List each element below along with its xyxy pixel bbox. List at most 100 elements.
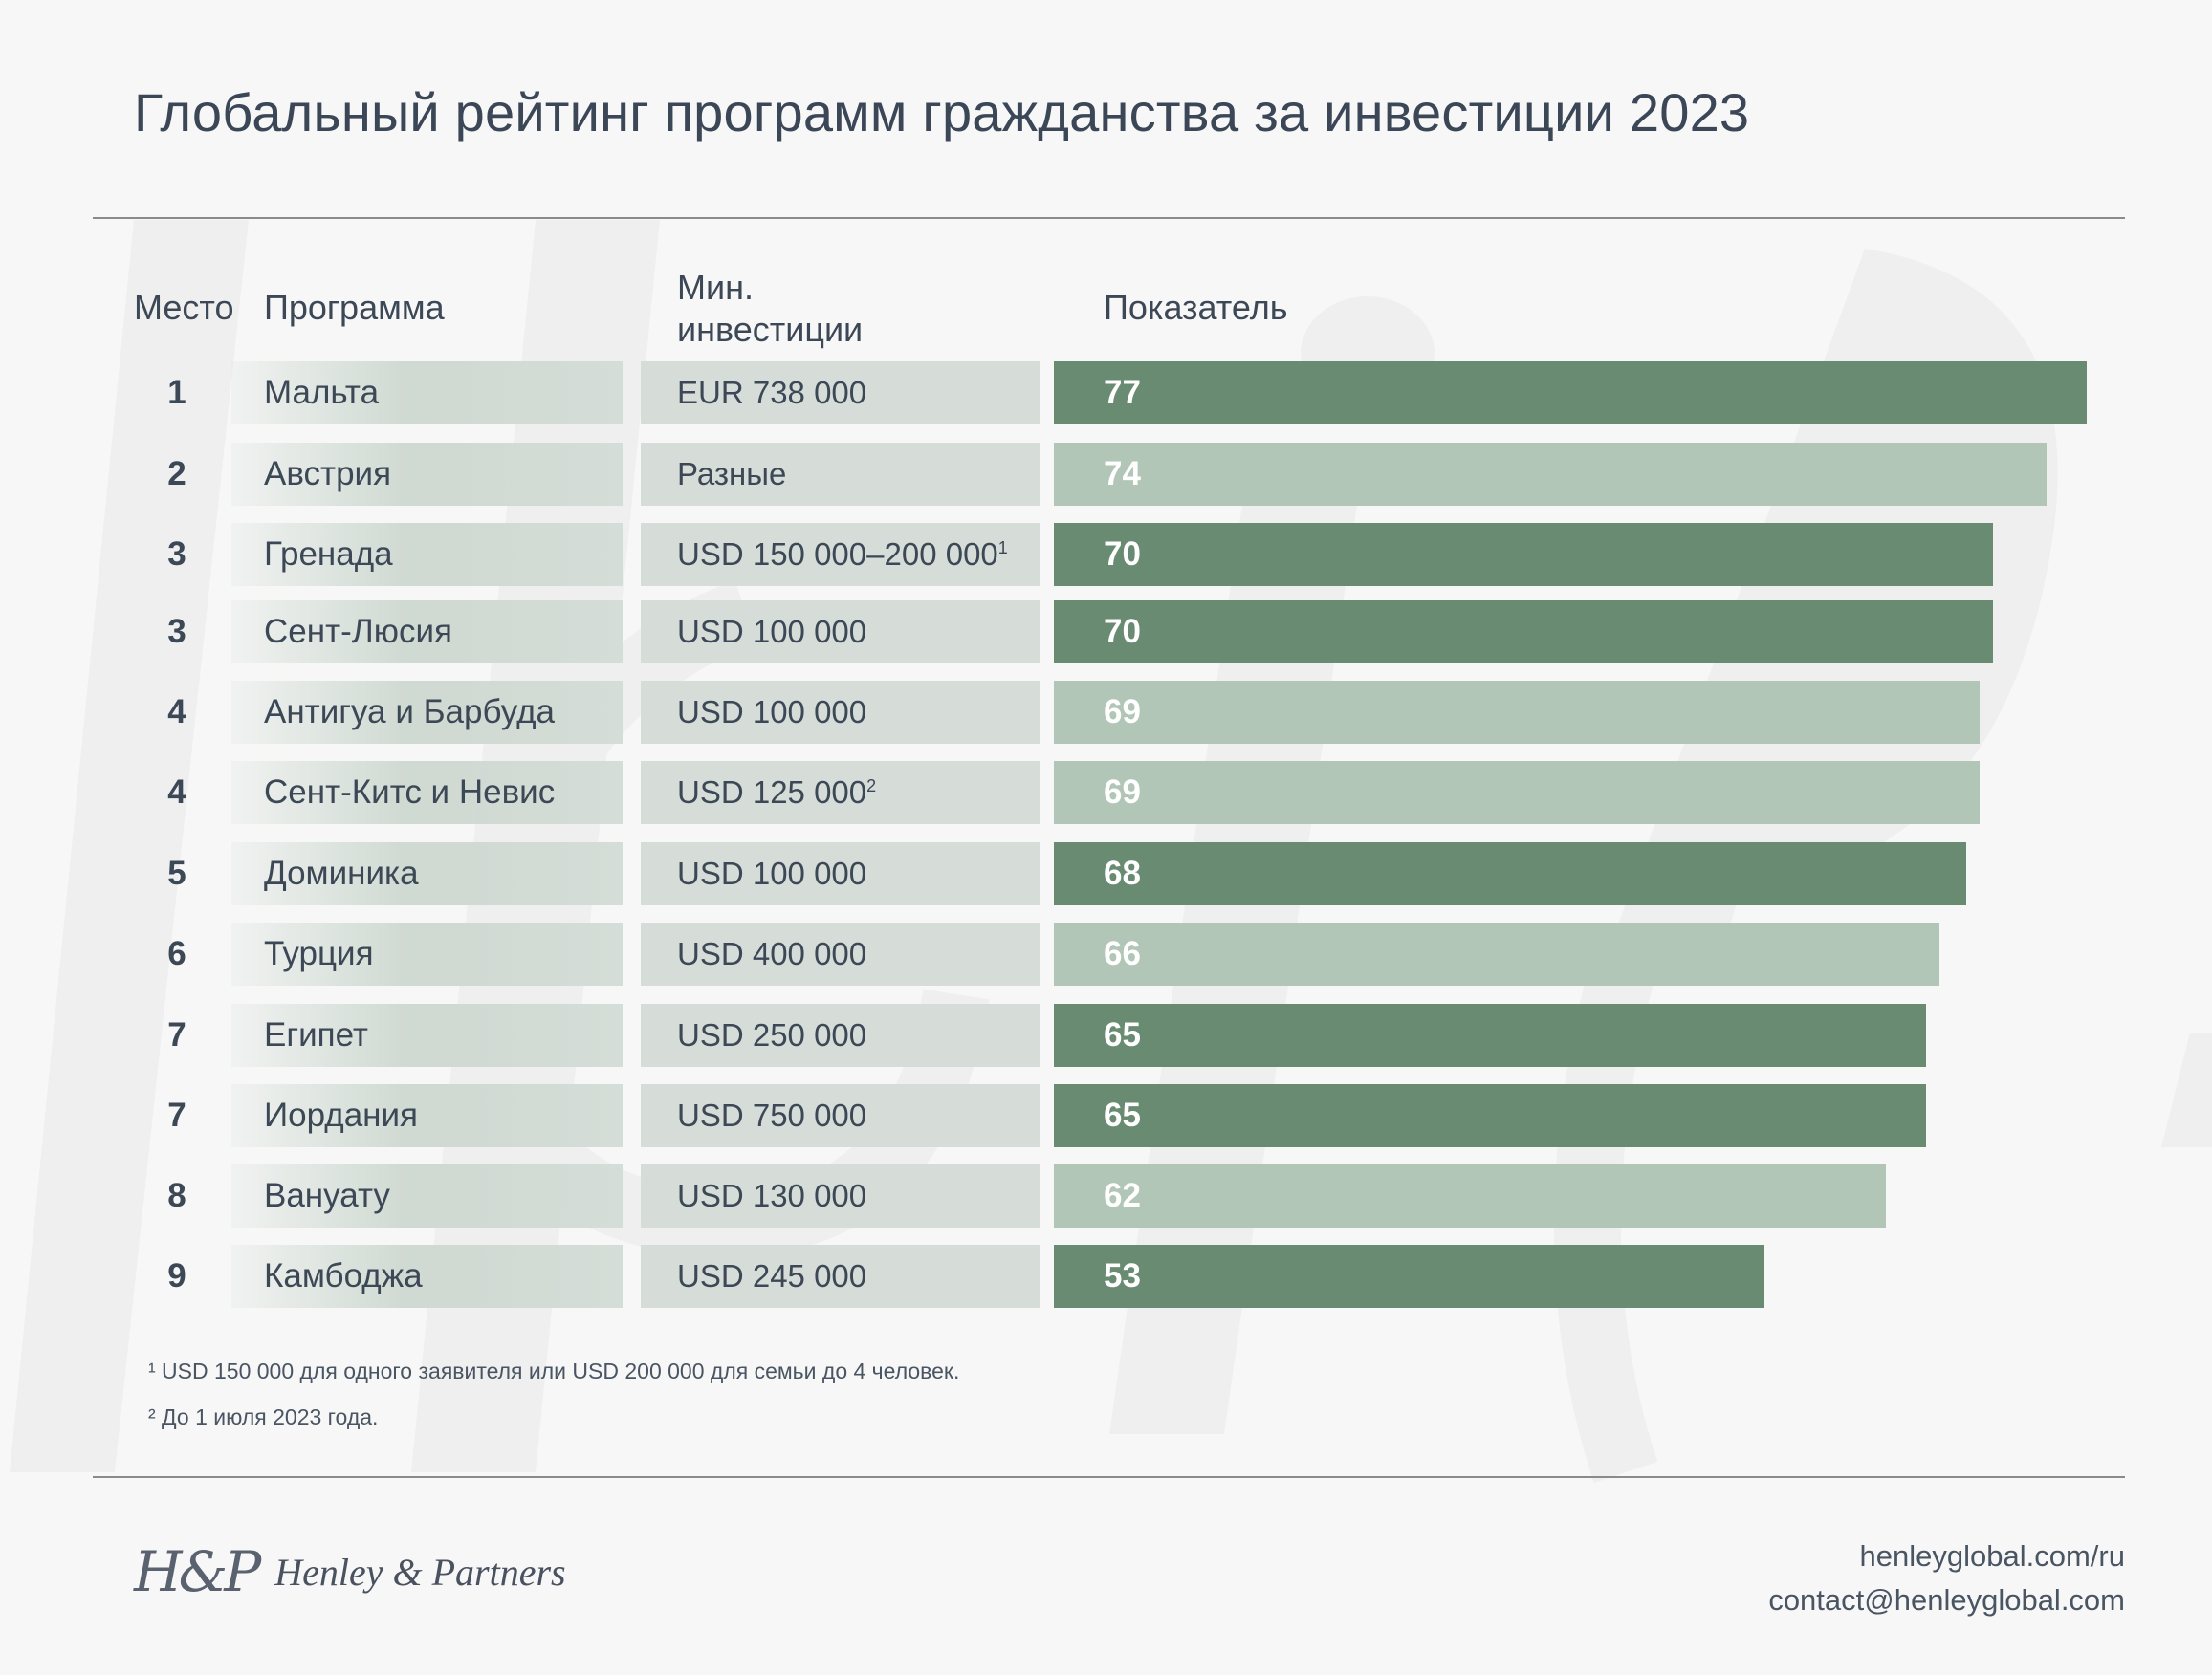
score-bar (1054, 523, 1993, 586)
rank-cell: 1 (167, 374, 186, 411)
score-label: 66 (1104, 935, 1141, 972)
investment-cell-bg (641, 1084, 1040, 1147)
rank-cell: 6 (167, 935, 186, 972)
footnote-2: ² До 1 июля 2023 года. (148, 1404, 379, 1429)
header-score: Показатель (1104, 288, 1288, 327)
investment-value: EUR 738 000 (677, 361, 866, 424)
score-label: 70 (1104, 613, 1141, 650)
investment-value: USD 100 000 (677, 600, 866, 663)
score-label: 65 (1104, 1097, 1141, 1134)
score-bar (1054, 1245, 1764, 1308)
score-bar (1054, 1004, 1926, 1067)
rank-cell: 7 (167, 1097, 186, 1134)
logo-mark: H&P (134, 1539, 261, 1604)
program-name: Мальта (264, 374, 380, 411)
investment-cell-bg (641, 443, 1040, 506)
score-bar (1054, 923, 1939, 986)
investment-amount: USD 130 000 (677, 1178, 867, 1213)
program-name: Египет (264, 1016, 368, 1054)
rank-cell: 3 (167, 535, 186, 573)
investment-value: USD 100 000 (677, 681, 866, 744)
footnote-1: ¹ USD 150 000 для одного заявителя или U… (148, 1359, 960, 1383)
program-name: Сент-Китс и Невис (264, 773, 556, 811)
rank-cell: 4 (167, 693, 186, 730)
investment-cell-bg (641, 842, 1040, 905)
investment-amount: USD 100 000 (677, 694, 867, 729)
table-row: 6 Турция USD 400 000 66 (0, 923, 2212, 986)
table-row: 1 Мальта EUR 738 000 77 (0, 361, 2212, 424)
table-row: 7 Иордания USD 750 000 65 (0, 1084, 2212, 1147)
page-title: Глобальный рейтинг программ гражданства … (134, 82, 1750, 142)
program-name: Иордания (264, 1097, 419, 1134)
investment-value: USD 150 000–200 0001 (677, 523, 1008, 586)
program-cell-bg (231, 761, 623, 824)
bottom-divider (93, 1476, 2125, 1478)
investment-cell-bg (641, 923, 1040, 986)
score-bar (1054, 1164, 1886, 1228)
score-label: 68 (1104, 855, 1141, 892)
program-cell-bg (231, 1245, 623, 1308)
investment-value: USD 130 000 (677, 1164, 866, 1228)
footnote-marker: 2 (866, 776, 877, 795)
investment-amount: USD 125 000 (677, 774, 867, 810)
program-name: Гренада (264, 535, 393, 573)
score-bar (1054, 1084, 1926, 1147)
table-row: 5 Доминика USD 100 000 68 (0, 842, 2212, 905)
table-row: 2 Австрия Разные 74 (0, 443, 2212, 506)
investment-cell-bg (641, 1245, 1040, 1308)
investment-value: USD 125 0002 (677, 761, 876, 824)
email-link[interactable]: contact@henleyglobal.com (1768, 1583, 2125, 1617)
investment-amount: USD 750 000 (677, 1098, 867, 1133)
program-name: Доминика (264, 855, 419, 892)
score-label: 74 (1104, 455, 1141, 492)
investment-value: USD 245 000 (677, 1245, 866, 1308)
investment-cell-bg (641, 1164, 1040, 1228)
investment-cell-bg (641, 600, 1040, 663)
investment-value: USD 400 000 (677, 923, 866, 986)
rank-cell: 4 (167, 773, 186, 811)
investment-cell-bg (641, 523, 1040, 586)
investment-amount: USD 100 000 (677, 856, 867, 891)
program-cell-bg (231, 443, 623, 506)
investment-cell-bg (641, 761, 1040, 824)
header-investment-line2: инвестиции (677, 310, 864, 349)
rank-cell: 2 (167, 455, 186, 492)
program-name: Камбоджа (264, 1257, 423, 1294)
table-row: 8 Вануату USD 130 000 62 (0, 1164, 2212, 1228)
program-cell-bg (231, 1084, 623, 1147)
table-row: 4 Антигуа и Барбуда USD 100 000 69 (0, 681, 2212, 744)
program-cell-bg (231, 681, 623, 744)
website-link[interactable]: henleyglobal.com/ru (1859, 1539, 2125, 1573)
henley-logo: H&P Henley & Partners (134, 1539, 566, 1604)
score-label: 69 (1104, 693, 1141, 730)
score-bar (1054, 361, 2087, 424)
program-name: Сент-Люсия (264, 613, 452, 650)
rank-cell: 8 (167, 1177, 186, 1214)
header-rank: Место (134, 288, 234, 327)
score-bar (1054, 443, 2047, 506)
program-cell-bg (231, 923, 623, 986)
investment-cell-bg (641, 1004, 1040, 1067)
footnote-marker: 1 (997, 538, 1008, 557)
investment-amount: USD 150 000–200 000 (677, 536, 998, 572)
investment-value: USD 100 000 (677, 842, 866, 905)
score-bar (1054, 600, 1993, 663)
program-cell-bg (231, 523, 623, 586)
investment-value: Разные (677, 443, 786, 506)
score-bar (1054, 842, 1966, 905)
investment-value: USD 750 000 (677, 1084, 866, 1147)
investment-value: USD 250 000 (677, 1004, 866, 1067)
program-name: Вануату (264, 1177, 390, 1214)
investment-amount: USD 400 000 (677, 936, 867, 971)
logo-name: Henley & Partners (274, 1550, 566, 1594)
score-label: 65 (1104, 1016, 1141, 1054)
program-cell-bg (231, 361, 623, 424)
score-label: 77 (1104, 374, 1141, 411)
program-name: Антигуа и Барбуда (264, 693, 555, 730)
program-name: Австрия (264, 455, 392, 492)
score-label: 62 (1104, 1177, 1141, 1214)
score-label: 70 (1104, 535, 1141, 573)
investment-cell-bg (641, 361, 1040, 424)
investment-amount: USD 100 000 (677, 614, 867, 649)
score-bar (1054, 761, 1980, 824)
